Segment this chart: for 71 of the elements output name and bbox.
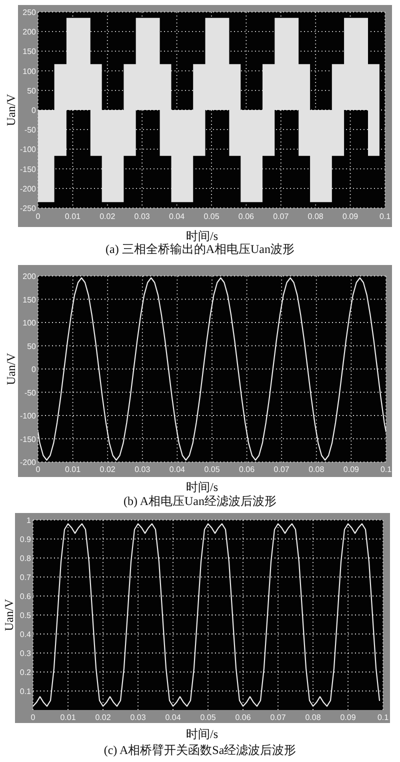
x-tick-label: 0.08 (308, 465, 325, 474)
x-tick-label: 0.1 (380, 465, 392, 474)
x-tick-label: 0.04 (165, 713, 182, 722)
y-tick-label: -150 (20, 164, 37, 174)
x-tick-label: 0.07 (270, 713, 286, 722)
x-tick-label: 0.08 (308, 212, 324, 221)
text: (c) A相桥臂开关函数Sa经滤波后波形 (104, 743, 296, 757)
y-tick-label: -100 (20, 412, 37, 420)
x-tick-label: 0.01 (65, 465, 82, 474)
x-tick-label: 0.08 (305, 713, 322, 722)
x-axis-title: 时间/s (186, 727, 218, 741)
y-tick-label: 100 (22, 318, 37, 328)
x-tick-label: 0.07 (274, 465, 290, 474)
y-tick-label: 0.7 (20, 573, 32, 582)
y-tick-label: -100 (20, 145, 37, 154)
x-tick-label: 0.09 (342, 212, 359, 221)
y-tick-label: 200 (22, 28, 37, 37)
x-tick-label: 0.05 (204, 212, 220, 221)
x-tick-label: 0.07 (273, 212, 290, 221)
y-tick-label: 0.6 (20, 592, 32, 601)
x-tick-label: 0.01 (64, 212, 82, 221)
y-tick-label: -150 (20, 434, 37, 444)
x-tick-label: 0.02 (100, 212, 116, 221)
y-tick-label: 200 (22, 272, 37, 281)
y-tick-label: 0 (32, 365, 37, 374)
y-tick-label: 0.8 (20, 554, 32, 563)
y-tick-label: 150 (22, 295, 37, 304)
x-tick-label: 0.05 (204, 465, 220, 474)
x-tick-label: 0.03 (134, 212, 150, 221)
y-tick-label: -250 (20, 204, 37, 213)
x-tick-label: 0.04 (169, 465, 186, 474)
x-axis-title: 时间/s (186, 229, 218, 243)
x-tick-label: 0.09 (340, 713, 356, 722)
line-series (33, 523, 380, 707)
text: (b) A相电压Uan经滤波后波形 (124, 494, 276, 508)
y-tick-label: 0.2 (20, 668, 32, 677)
x-tick-label: 0.04 (169, 212, 186, 221)
x-tick-label: 0.03 (134, 465, 151, 474)
x-tick-label: 0.06 (239, 465, 256, 474)
y-axis-title: Uan/V (2, 598, 16, 631)
y-axis-title: Uan/V (4, 94, 18, 126)
y-axis-title: Uan/V (4, 352, 18, 385)
x-tick-label: 0.03 (130, 713, 146, 722)
y-tick-label: -200 (20, 184, 37, 194)
x-tick-label: 0.02 (95, 713, 112, 722)
x-axis-title: 时间/s (186, 480, 218, 494)
y-tick-label: 0 (32, 106, 37, 115)
x-tick-label: 0.09 (343, 465, 360, 474)
y-tick-label: 0.3 (20, 649, 32, 658)
y-tick-label: 100 (22, 66, 37, 76)
x-tick-label: 0.02 (100, 465, 116, 474)
x-tick-label: 0.1 (379, 212, 392, 221)
y-tick-label: 250 (22, 8, 37, 17)
x-tick-label: 0.01 (60, 713, 76, 722)
x-tick-label: 0.06 (238, 212, 255, 221)
y-tick-label: 0.1 (20, 687, 32, 696)
x-tick-label: 0.06 (235, 713, 252, 722)
y-tick-label: -50 (24, 126, 37, 135)
line-series (38, 277, 386, 461)
x-tick-label: 0.1 (377, 713, 390, 722)
x-tick-label: 0.05 (200, 713, 216, 722)
y-tick-label: 50 (27, 86, 37, 96)
y-tick-label: 1 (26, 516, 32, 525)
y-tick-label: 0.4 (20, 630, 32, 639)
y-tick-label: 0.5 (20, 611, 32, 620)
y-tick-label: 0.9 (20, 535, 32, 544)
y-tick-label: 150 (22, 47, 37, 56)
text: (a) 三相全桥输出的A相电压Uan波形 (106, 242, 294, 256)
y-tick-label: -50 (24, 388, 37, 398)
y-tick-label: 50 (27, 342, 37, 351)
y-tick-label: -200 (20, 458, 37, 467)
